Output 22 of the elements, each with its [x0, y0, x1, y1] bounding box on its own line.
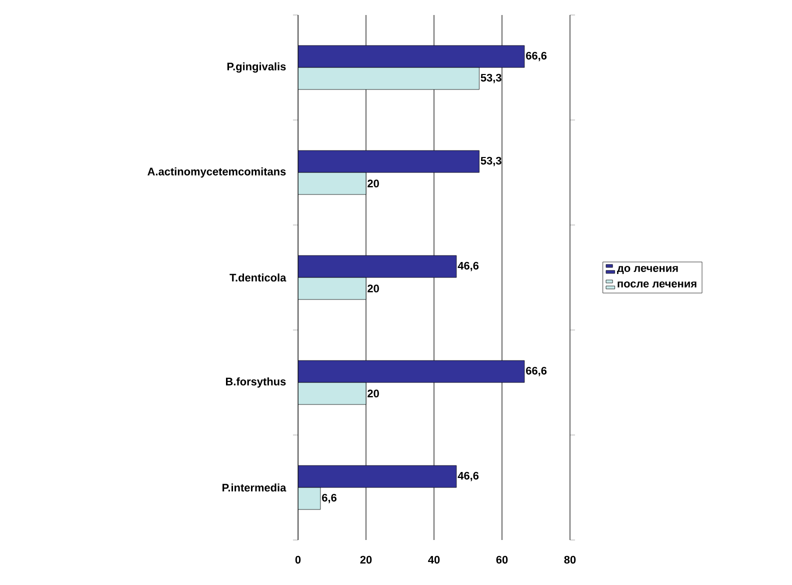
data-label: 66,6 [526, 366, 547, 376]
data-label: 20 [368, 390, 379, 398]
y-tick-label: P.gingivalis [227, 62, 286, 73]
data-label: 6,6 [322, 494, 336, 504]
x-tick-label: 80 [564, 556, 576, 564]
y-tick-label: P.intermedia [222, 483, 286, 492]
data-label: 46,6 [458, 262, 479, 272]
y-tick-label: B.forsythus [226, 377, 286, 388]
data-label: 66,6 [526, 52, 547, 62]
data-label: 53,3 [480, 156, 502, 166]
legend-label: после лечения [618, 282, 696, 288]
x-tick-label: 40 [428, 556, 440, 564]
x-tick-label: 60 [496, 556, 508, 564]
data-label: 20 [368, 180, 379, 188]
legend-label: до лечения [617, 266, 678, 274]
x-tick-label: 0 [295, 556, 301, 564]
y-tick-label: T.denticola [230, 273, 286, 282]
x-tick-label: 20 [360, 556, 372, 564]
data-label: 46,6 [458, 472, 479, 482]
data-label: 20 [368, 284, 379, 292]
y-tick-label: A.actinomycetemcomitans [148, 167, 286, 178]
data-label: 53,3 [480, 74, 502, 84]
